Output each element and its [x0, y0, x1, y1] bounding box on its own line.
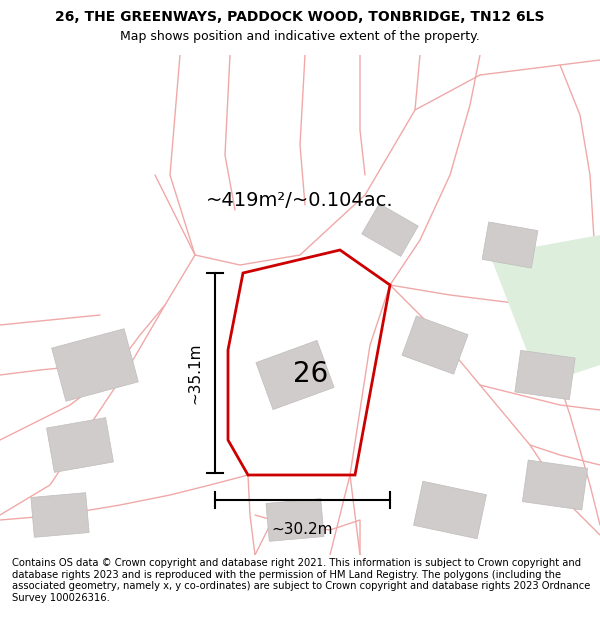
Text: ~35.1m: ~35.1m — [187, 342, 203, 404]
Polygon shape — [256, 341, 334, 409]
Text: Contains OS data © Crown copyright and database right 2021. This information is : Contains OS data © Crown copyright and d… — [12, 558, 590, 603]
Polygon shape — [490, 235, 600, 385]
Polygon shape — [52, 329, 139, 401]
Text: Map shows position and indicative extent of the property.: Map shows position and indicative extent… — [120, 30, 480, 43]
Text: ~30.2m: ~30.2m — [272, 522, 333, 537]
Text: 26, THE GREENWAYS, PADDOCK WOOD, TONBRIDGE, TN12 6LS: 26, THE GREENWAYS, PADDOCK WOOD, TONBRID… — [55, 10, 545, 24]
Text: 26: 26 — [293, 360, 328, 388]
Polygon shape — [523, 460, 587, 510]
Polygon shape — [266, 499, 324, 541]
Polygon shape — [31, 492, 89, 538]
Polygon shape — [47, 418, 113, 472]
Polygon shape — [402, 316, 468, 374]
Polygon shape — [482, 222, 538, 268]
Text: ~419m²/~0.104ac.: ~419m²/~0.104ac. — [206, 191, 394, 209]
Polygon shape — [515, 351, 575, 399]
Polygon shape — [413, 481, 487, 539]
Polygon shape — [362, 204, 418, 256]
